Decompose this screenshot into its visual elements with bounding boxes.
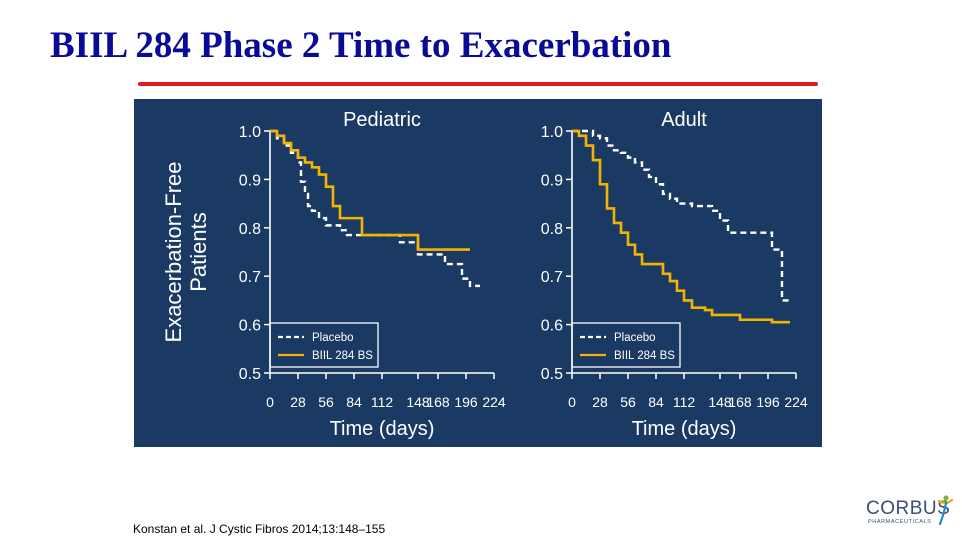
pediatric-y-axis-label-line1: Exacerbation-Free (161, 162, 186, 343)
adult-y-tick-label: 0.5 (541, 366, 563, 383)
logo-figure-icon (937, 495, 954, 526)
adult-x-tick-label: 84 (648, 394, 664, 410)
adult-y-tick-label: 0.7 (541, 269, 563, 286)
pediatric-x-tick-label: 148 (406, 394, 430, 410)
pediatric-y-tick-label: 0.8 (239, 221, 261, 238)
pediatric-x-tick-label: 168 (426, 394, 450, 410)
pediatric-x-tick-label: 0 (266, 394, 274, 410)
adult-x-tick-label: 168 (728, 394, 752, 410)
adult-series-placebo (572, 129, 790, 302)
adult-legend-box (571, 322, 681, 368)
pediatric-legend-label-placebo: Placebo (312, 332, 354, 344)
adult-series-biil284bs (572, 129, 790, 324)
pediatric-chart-title: Pediatric (343, 109, 421, 131)
corbus-logo: CORBUS PHARMACEUTICALS (866, 492, 956, 532)
logo-subtitle: PHARMACEUTICALS (868, 519, 931, 525)
pediatric-x-tick-label: 224 (482, 394, 506, 410)
adult-legend-label-biil284bs: BIIL 284 BS (614, 350, 675, 362)
logo-name: CORBUS (866, 498, 950, 519)
pediatric-y-tick-label: 1.0 (239, 124, 261, 141)
adult-x-tick-label: 0 (568, 394, 576, 410)
pediatric-legend-box (269, 322, 379, 368)
pediatric-x-tick-label: 28 (290, 394, 306, 410)
pediatric-x-tick-label: 112 (371, 394, 394, 410)
chart-panel: Pediatric 0.5 0.6 0.7 0.8 0.9 1.0 0 28 56 84 112 148… (134, 99, 822, 447)
adult-x-tick-label: 196 (756, 394, 780, 410)
km-charts: Pediatric 0.5 0.6 0.7 0.8 0.9 1.0 0 28 56 84 112 148… (161, 109, 808, 440)
pediatric-x-axis-label: Time (days) (330, 418, 435, 440)
pediatric-x-tick-label: 196 (454, 394, 478, 410)
adult-x-tick-label: 224 (784, 394, 808, 410)
pediatric-y-axis-label-line2: Patients (186, 212, 211, 292)
adult-x-tick-label: 148 (708, 394, 732, 410)
pediatric-x-tick-label: 84 (346, 394, 362, 410)
adult-x-axis-label: Time (days) (632, 418, 737, 440)
pediatric-y-tick-label: 0.9 (239, 172, 261, 189)
title-underline (138, 82, 818, 86)
pediatric-y-tick-label: 0.7 (239, 269, 261, 286)
adult-legend-label-placebo: Placebo (614, 332, 656, 344)
adult-x-tick-label: 28 (592, 394, 608, 410)
pediatric-x-tick-label: 56 (318, 394, 334, 410)
slide-title: BIIL 284 Phase 2 Time to Exacerbation (50, 25, 672, 66)
adult-y-tick-label: 0.9 (541, 172, 563, 189)
pediatric-series-placebo (270, 129, 480, 288)
adult-y-tick-label: 0.8 (541, 221, 563, 238)
pediatric-series-biil284bs (270, 129, 470, 251)
pediatric-y-tick-label: 0.6 (239, 318, 261, 335)
adult-y-tick-label: 0.6 (541, 318, 563, 335)
adult-x-tick-label: 112 (673, 394, 696, 410)
pediatric-y-tick-label: 0.5 (239, 366, 261, 383)
pediatric-legend-label-biil284bs: BIIL 284 BS (312, 350, 373, 362)
adult-y-tick-label: 1.0 (541, 124, 563, 141)
citation: Konstan et al. J Cystic Fibros 2014;13:1… (133, 522, 386, 536)
adult-chart-title: Adult (661, 109, 707, 131)
adult-x-tick-label: 56 (620, 394, 636, 410)
